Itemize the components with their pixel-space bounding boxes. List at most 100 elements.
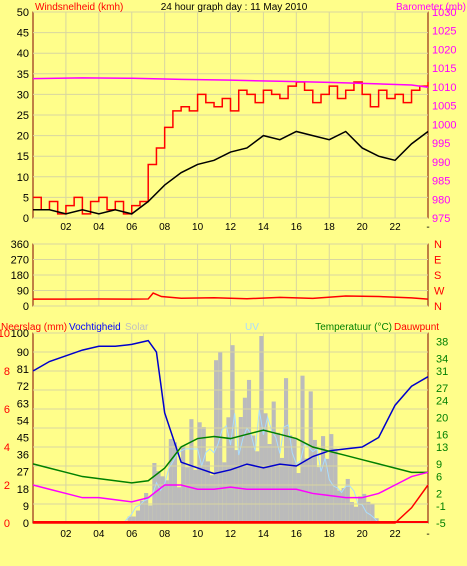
compass-tick-label: E xyxy=(434,255,441,267)
wind-tick-label: 0 xyxy=(23,213,29,225)
solar-bar xyxy=(139,500,145,523)
series-windrichting xyxy=(33,292,429,300)
solar-label: Solar xyxy=(125,322,149,333)
temperature-tick-label: -5 xyxy=(436,518,446,530)
temperature-tick-label: 2 xyxy=(436,488,442,500)
rain-tick-label: 10 xyxy=(0,328,10,340)
solar-bar xyxy=(234,450,239,523)
solar-bar xyxy=(255,451,260,523)
solar-bar xyxy=(288,435,293,523)
solar-bar xyxy=(172,442,178,523)
solar-bar xyxy=(251,435,256,523)
panel-wind-x-tick: 18 xyxy=(324,222,336,233)
dewpoint-axis-label: Dauwpunt xyxy=(394,322,439,333)
solar-bar xyxy=(201,427,206,523)
compass-tick-label: N xyxy=(434,239,442,251)
solar-bar xyxy=(321,436,326,523)
solar-bar xyxy=(144,493,149,523)
panel-wind-x-tick: 02 xyxy=(60,222,72,233)
solar-bar xyxy=(230,345,235,523)
solar-bar xyxy=(349,502,354,523)
temperature-axis-label: Temperatuur (°C) xyxy=(315,322,392,333)
temperature-tick-label: 24 xyxy=(436,396,448,408)
humidity-axis-label: Vochtigheid xyxy=(69,322,121,333)
wind-tick-label: 5 xyxy=(23,192,29,204)
solar-bar xyxy=(283,378,289,523)
wind-tick-label: 10 xyxy=(17,172,29,184)
panel-climate-x-tick: 12 xyxy=(225,529,237,540)
solar-bar xyxy=(366,501,371,523)
solar-bar xyxy=(325,458,330,523)
panel-climate-x-tick: 02 xyxy=(60,529,72,540)
series-windstoot xyxy=(33,130,429,215)
solar-bar xyxy=(279,457,284,523)
wind-tick-label: 15 xyxy=(17,151,29,163)
wind-tick-label: 20 xyxy=(17,131,29,143)
uv-label: UV xyxy=(245,322,259,333)
panel-wind-x-tick: 08 xyxy=(159,222,171,233)
rain-tick-label: 4 xyxy=(4,442,10,454)
wind-tick-label: 50 xyxy=(17,7,29,19)
direction-tick-label: 180 xyxy=(11,270,29,282)
solar-bar xyxy=(164,480,169,523)
solar-bar xyxy=(312,439,317,523)
solar-bar xyxy=(296,473,301,523)
temperature-tick-label: 38 xyxy=(436,336,448,348)
humidity-tick-label: 72 xyxy=(17,381,29,393)
wind-tick-label: 45 xyxy=(17,28,29,40)
series-dauwpunt xyxy=(32,471,429,503)
solar-bar xyxy=(341,488,346,523)
baro-tick-label: 975 xyxy=(432,213,450,225)
solar-bar xyxy=(246,379,252,523)
temperature-tick-label: 9 xyxy=(436,459,442,471)
humidity-tick-label: 90 xyxy=(17,347,29,359)
solar-bar xyxy=(160,476,165,523)
compass-tick-label: W xyxy=(434,286,445,298)
compass-tick-label: N xyxy=(434,301,442,313)
panel-climate-x-tick: 22 xyxy=(390,529,402,540)
solar-bar xyxy=(242,397,247,523)
panel-climate-x-tick: 10 xyxy=(192,529,204,540)
direction-tick-label: 90 xyxy=(17,286,29,298)
solar-bar xyxy=(353,506,359,523)
panel-wind-x-tick: 20 xyxy=(357,222,369,233)
solar-bar xyxy=(214,360,219,523)
solar-bar xyxy=(292,437,297,523)
solar-bar xyxy=(329,434,334,523)
solar-bar xyxy=(148,505,153,523)
solar-bar xyxy=(135,510,140,523)
temperature-tick-label: 34 xyxy=(436,353,448,365)
solar-bar xyxy=(205,461,210,523)
temperature-tick-label: 27 xyxy=(436,383,448,395)
direction-tick-label: 270 xyxy=(11,255,29,267)
solar-bar xyxy=(304,458,309,523)
humidity-tick-label: 45 xyxy=(17,433,29,445)
baro-tick-label: 1010 xyxy=(432,82,456,94)
panel-wind-x-tick: - xyxy=(426,222,429,233)
baro-tick-label: 985 xyxy=(432,176,450,188)
solar-bar xyxy=(271,401,276,523)
compass-tick-label: S xyxy=(434,270,441,282)
baro-tick-label: 1020 xyxy=(432,44,456,56)
solar-bar xyxy=(238,416,243,523)
baro-tick-label: 1030 xyxy=(432,7,456,19)
solar-bar xyxy=(370,504,375,523)
panel-climate-x-tick: 20 xyxy=(357,529,369,540)
solar-bar xyxy=(209,475,215,523)
solar-bar xyxy=(127,516,132,523)
temperature-tick-label: 16 xyxy=(436,429,448,441)
series-uv xyxy=(123,409,379,524)
humidity-tick-label: 18 xyxy=(17,484,29,496)
solar-bar xyxy=(300,375,305,523)
panel-wind-x-tick: 16 xyxy=(291,222,303,233)
baro-tick-label: 1015 xyxy=(432,63,456,75)
solar-bar xyxy=(345,478,350,523)
solar-bar xyxy=(156,471,161,523)
humidity-tick-label: 9 xyxy=(23,501,29,513)
solar-bar xyxy=(131,516,136,523)
rain-axis-label: Neerslag (mm) xyxy=(1,322,67,333)
wind-tick-label: 40 xyxy=(17,48,29,60)
solar-bar xyxy=(275,432,280,523)
humidity-tick-label: 54 xyxy=(17,415,29,427)
